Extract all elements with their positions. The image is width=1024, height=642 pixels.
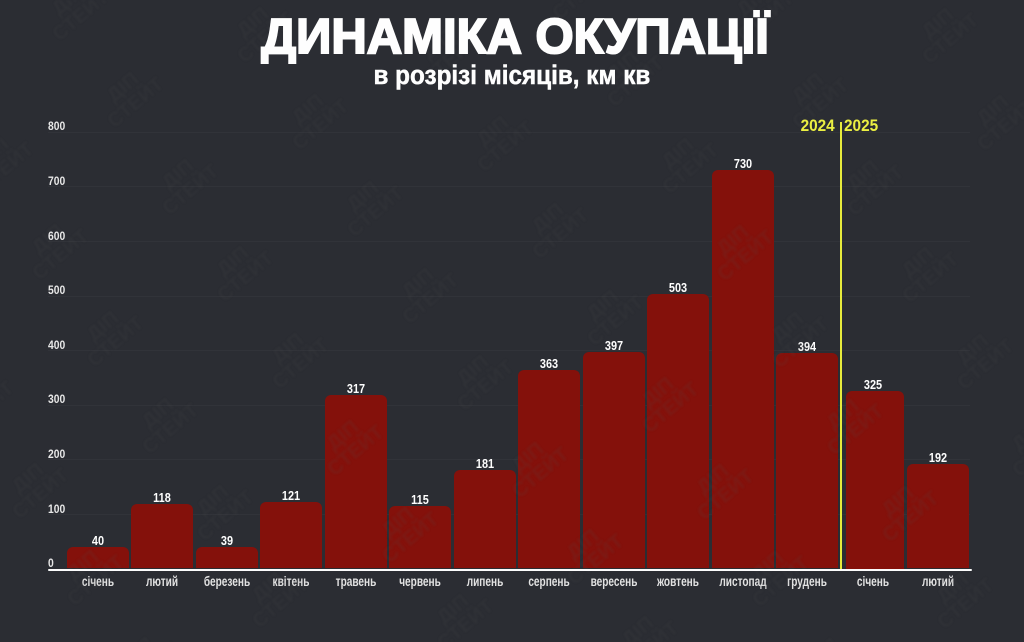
svg-text:ДІП: ДІП	[1008, 417, 1024, 456]
svg-text:ДІП: ДІП	[803, 634, 843, 642]
svg-text:СТЕЙТ: СТЕЙТ	[362, 0, 428, 3]
svg-text:ДІП: ДІП	[118, 633, 158, 642]
svg-text:СТЕЙТ: СТЕЙТ	[802, 638, 868, 642]
svg-text:СТЕЙТ: СТЕЙТ	[0, 376, 18, 437]
